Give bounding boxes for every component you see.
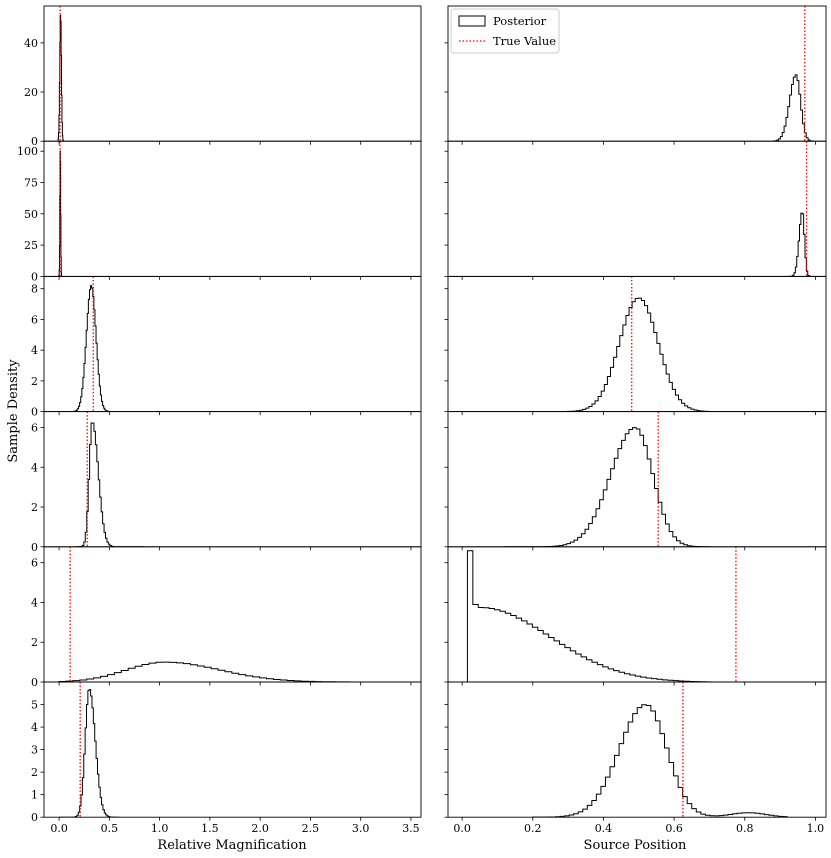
- x-tick-label: 0.6: [665, 822, 683, 835]
- x-tick-label: 3.5: [402, 822, 420, 835]
- y-tick-label: 2: [31, 636, 38, 649]
- y-tick-label: 75: [24, 177, 38, 190]
- histogram-left-5: [58, 661, 392, 682]
- y-tick-label: 6: [31, 422, 38, 435]
- histogram-right-3: [560, 297, 710, 412]
- y-tick-label: 4: [31, 596, 38, 609]
- x-tick-label: 0.5: [101, 822, 119, 835]
- legend-posterior-swatch: [458, 15, 486, 27]
- y-tick-label: 0: [31, 541, 38, 554]
- panel-frame: [447, 140, 827, 277]
- x-tick-label: 0.0: [50, 822, 68, 835]
- histogram-right-6: [532, 704, 788, 818]
- y-tick-label: 4: [31, 344, 38, 357]
- histogram-right-1: [772, 74, 815, 142]
- y-tick-label: 2: [31, 766, 38, 779]
- panel-frame: [43, 5, 422, 142]
- y-tick-label: 4: [31, 461, 38, 474]
- y-tick-label: 0: [31, 406, 38, 419]
- y-tick-label: 3: [31, 744, 38, 757]
- histogram-right-2: [787, 212, 813, 277]
- x-tick-label: 1.0: [151, 822, 169, 835]
- panel-left-3: 0 2 4 6 8: [31, 275, 422, 419]
- x-tick-label: 1.0: [807, 822, 825, 835]
- x-axis-label-right: Source Position: [584, 838, 688, 853]
- panel-left-2: 0 25 50 75 100: [17, 140, 422, 283]
- panel-frame: [447, 411, 827, 548]
- x-tick-label: 0.0: [453, 822, 471, 835]
- y-tick-label: 2: [31, 501, 38, 514]
- histogram-left-6: [59, 689, 120, 818]
- x-tick-label: 0.8: [736, 822, 754, 835]
- panel-frame: [43, 546, 422, 683]
- y-tick-label: 0: [31, 135, 38, 148]
- y-tick-label: 2: [31, 375, 38, 388]
- x-tick-label: 1.5: [201, 822, 219, 835]
- legend-true-value-label: True Value: [493, 34, 556, 48]
- legend: Posterior True Value: [450, 8, 560, 54]
- y-tick-label: 1: [31, 789, 38, 802]
- panel-frame: [43, 140, 422, 277]
- x-axis-label-left: Relative Magnification: [157, 838, 307, 853]
- histogram-right-5: [466, 550, 717, 682]
- panel-left-5: 0 2 4 6: [31, 546, 422, 689]
- x-tick-label: 3.0: [352, 822, 370, 835]
- histogram-left-4: [75, 422, 145, 547]
- y-tick-label: 25: [24, 239, 38, 252]
- histogram-left-1: [57, 14, 65, 142]
- panel-left-6: 0 1 2 3 4 5 0.0 0.5 1.0 1.5 2.0 2.5 3.0 3.5: [31, 681, 422, 835]
- panel-left-4: 0 2 4 6: [31, 411, 422, 554]
- x-tick-label: 2.5: [302, 822, 320, 835]
- panel-right-2: [444, 140, 827, 280]
- legend-posterior-label: Posterior: [493, 14, 547, 28]
- histogram-right-4: [504, 427, 710, 547]
- histogram-left-3: [73, 285, 112, 412]
- y-axis-label: Sample Density: [6, 359, 21, 463]
- legend-frame: [450, 8, 560, 54]
- panel-frame: [447, 681, 827, 818]
- x-tick-label: 2.0: [251, 822, 269, 835]
- y-tick-label: 20: [24, 86, 38, 99]
- panel-right-6: 0.0 0.2 0.4 0.6 0.8 1.0: [444, 681, 827, 835]
- y-tick-label: 0: [31, 811, 38, 824]
- panel-left-1: 0 20 40: [24, 5, 422, 148]
- panel-right-5: [444, 546, 827, 686]
- y-tick-label: 5: [31, 699, 38, 712]
- panel-frame: [447, 546, 827, 683]
- panel-right-4: [444, 411, 827, 551]
- y-tick-label: 6: [31, 313, 38, 326]
- x-tick-label: 0.4: [595, 822, 613, 835]
- x-tick-label: 0.2: [524, 822, 542, 835]
- y-tick-label: 0: [31, 676, 38, 689]
- y-tick-label: 50: [24, 208, 38, 221]
- panel-right-3: [444, 275, 827, 416]
- y-tick-label: 100: [17, 145, 38, 158]
- y-tick-label: 0: [31, 270, 38, 283]
- y-tick-label: 4: [31, 721, 38, 734]
- panel-frame: [43, 411, 422, 548]
- y-tick-label: 40: [24, 37, 38, 50]
- y-tick-label: 8: [31, 283, 38, 296]
- y-tick-label: 6: [31, 557, 38, 570]
- panel-frame: [447, 275, 827, 413]
